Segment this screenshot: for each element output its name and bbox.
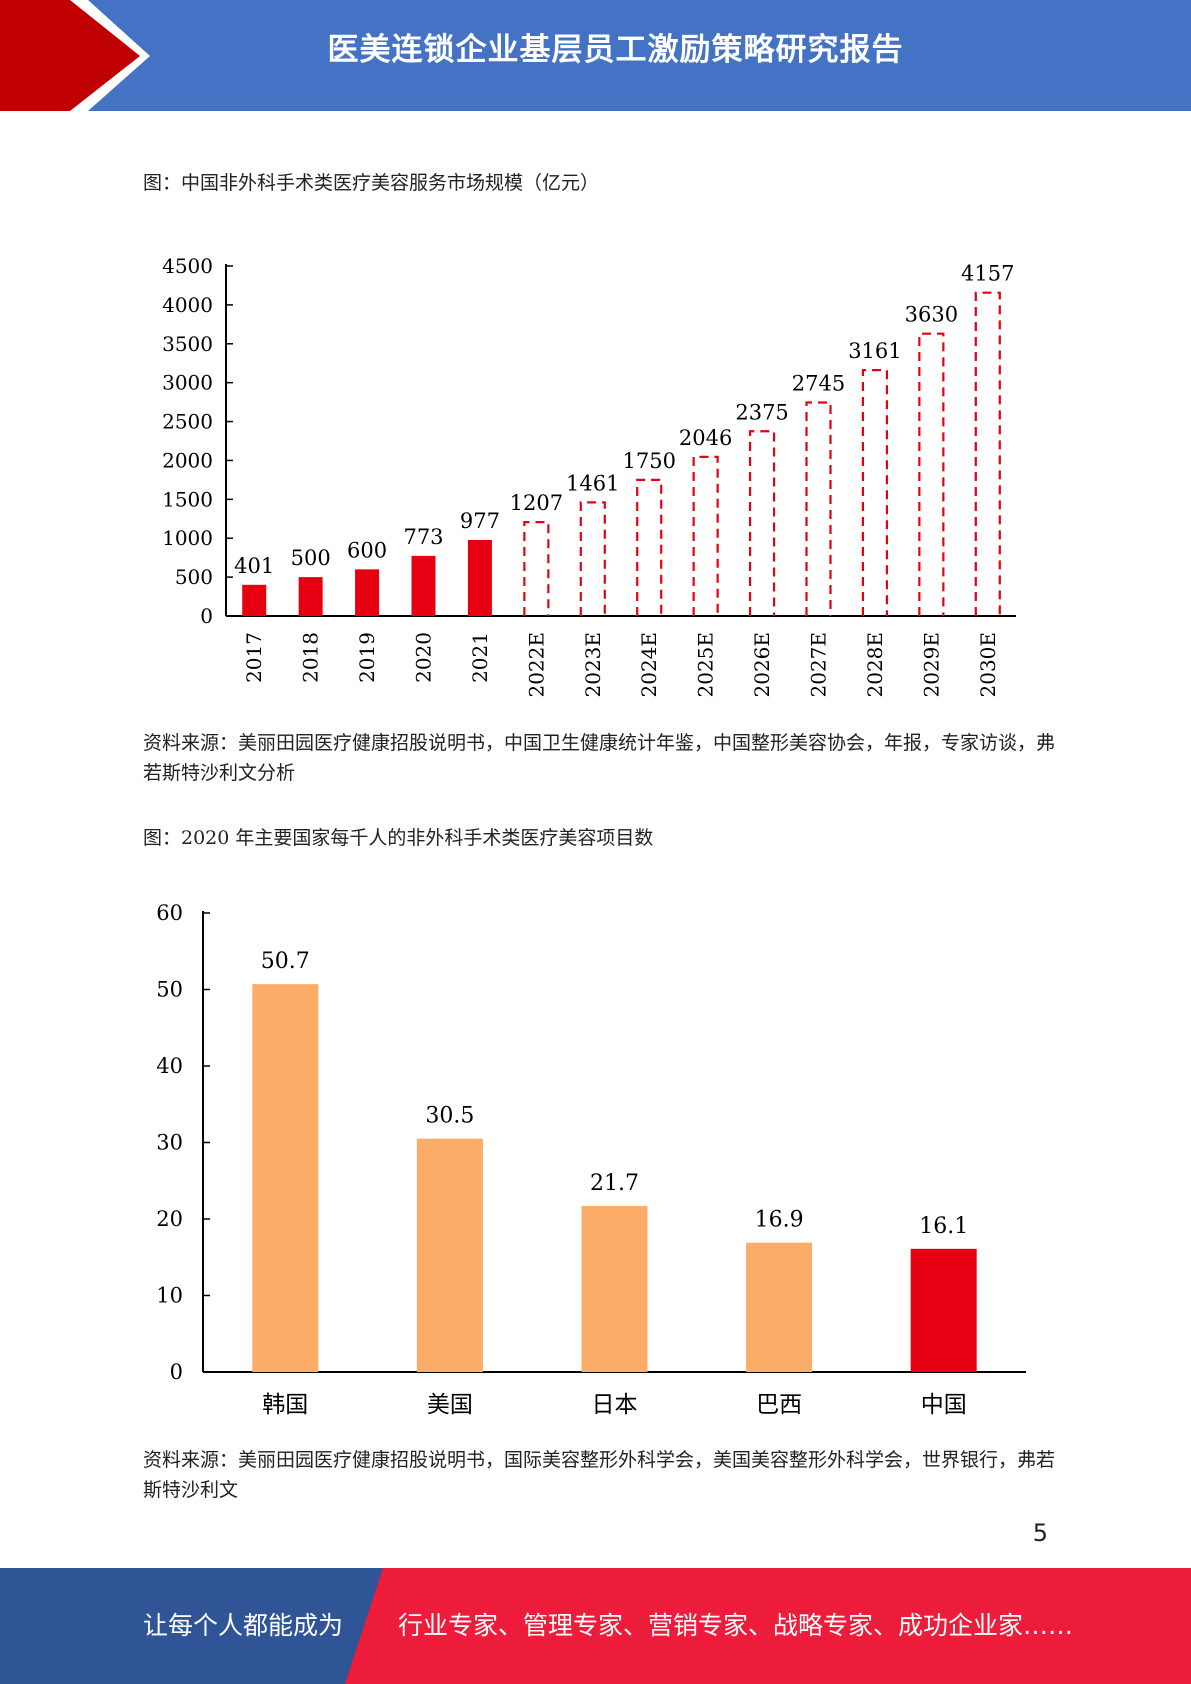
data-label-2018: 500 — [291, 546, 331, 570]
x-tick-label-2023E: 2023E — [581, 632, 605, 698]
x-tick-label-2028E: 2028E — [863, 632, 887, 698]
bar-2030E — [974, 291, 1001, 616]
data-label-2030E: 4157 — [961, 262, 1014, 286]
x-tick-label-2024E: 2024E — [637, 632, 661, 698]
data-label-2022E: 1207 — [510, 491, 563, 515]
x-tick-label-巴西: 巴西 — [756, 1392, 802, 1418]
bar-2025E — [692, 455, 719, 616]
y-tick-label: 4500 — [162, 254, 213, 278]
figure1-caption: 图：中国非外科手术类医疗美容服务市场规模（亿元） — [143, 172, 600, 194]
page-header: 医美连锁企业基层员工激励策略研究报告 — [0, 0, 1191, 111]
data-label-2021: 977 — [460, 509, 500, 533]
bar-2023E — [579, 501, 606, 616]
data-label-韩国: 50.7 — [261, 949, 310, 974]
data-label-2029E: 3630 — [905, 303, 958, 327]
data-label-2019: 600 — [347, 538, 387, 562]
data-label-美国: 30.5 — [425, 1104, 474, 1129]
per-thousand-procedures-chart: 0 10 20 30 40 50 60 50.7 韩国 30.5 美国 21.7 日本 16.9 巴西 16.… — [156, 901, 1026, 1418]
x-tick-label-2027E: 2027E — [807, 632, 831, 698]
footer-slogan-right: 行业专家、管理专家、营销专家、战略专家、成功企业家…… — [398, 1611, 1074, 1640]
data-label-2028E: 3161 — [848, 339, 901, 363]
bar-2028E — [861, 369, 889, 616]
bar-2026E — [748, 430, 776, 616]
y-tick-label: 1000 — [162, 526, 213, 550]
x-tick-label-2019: 2019 — [355, 632, 379, 683]
x-tick-label-2020: 2020 — [412, 632, 436, 683]
x-tick-label-2021: 2021 — [468, 632, 492, 683]
bar-中国 — [910, 1248, 977, 1372]
data-label-2017: 401 — [234, 554, 274, 578]
x-tick-label-日本: 日本 — [592, 1392, 638, 1418]
x-tick-label-2026E: 2026E — [750, 632, 774, 698]
y-tick-label: 30 — [156, 1131, 183, 1155]
y-tick-label: 10 — [156, 1284, 183, 1308]
x-tick-label-韩国: 韩国 — [262, 1392, 308, 1418]
y-tick-label: 2500 — [162, 410, 213, 434]
y-tick-label: 40 — [156, 1054, 183, 1078]
header-red-chevron — [0, 0, 140, 111]
bar-2018 — [298, 577, 323, 616]
bar-日本 — [581, 1205, 648, 1372]
bar-2020 — [411, 555, 436, 616]
bar-美国 — [416, 1138, 483, 1372]
page-title: 医美连锁企业基层员工激励策略研究报告 — [327, 32, 904, 68]
x-tick-label-2030E: 2030E — [976, 632, 1000, 698]
bar-韩国 — [252, 984, 319, 1372]
page-number: 5 — [1032, 1519, 1048, 1547]
header-banner-graphic — [0, 0, 1191, 111]
y-tick-label: 500 — [175, 565, 213, 589]
data-label-2025E: 2046 — [679, 426, 732, 450]
x-tick-label-美国: 美国 — [427, 1392, 473, 1418]
data-label-2024E: 1750 — [622, 449, 675, 473]
y-tick-label: 4000 — [162, 293, 213, 317]
bar-2024E — [636, 478, 663, 616]
data-label-2020: 773 — [403, 525, 443, 549]
x-tick-label-2025E: 2025E — [694, 632, 718, 698]
header-blue-band — [0, 0, 1191, 111]
footer-banner-graphic — [0, 1568, 1191, 1684]
bar-2019 — [355, 569, 380, 616]
page-footer: 让每个人都能成为 行业专家、管理专家、营销专家、战略专家、成功企业家…… — [0, 1568, 1191, 1684]
bar-2021 — [467, 540, 492, 616]
figure2-source: 资料来源：美丽田园医疗健康招股说明书，国际美容整形外科学会，美国美容整形外科学会… — [143, 1449, 1056, 1501]
data-label-中国: 16.1 — [919, 1214, 968, 1239]
y-tick-label: 3500 — [162, 332, 213, 356]
footer-slogan-left: 让每个人都能成为 — [143, 1611, 344, 1640]
data-label-日本: 21.7 — [590, 1171, 639, 1196]
market-size-chart: 0 500 1000 1500 2000 2500 3000 3500 4000 4500 401 2… — [162, 254, 1016, 698]
data-label-巴西: 16.9 — [755, 1208, 804, 1233]
y-tick-label: 20 — [156, 1207, 183, 1231]
y-tick-label: 1500 — [162, 487, 213, 511]
bar-巴西 — [746, 1242, 813, 1372]
data-label-2026E: 2375 — [735, 400, 788, 424]
y-tick-label: 50 — [156, 978, 183, 1002]
x-tick-label-2018: 2018 — [299, 632, 323, 683]
figure2-caption: 图：2020 年主要国家每千人的非外科手术类医疗美容项目数 — [143, 827, 654, 849]
x-tick-label-中国: 中国 — [921, 1392, 967, 1418]
bar-2029E — [918, 332, 945, 616]
x-tick-label-2029E: 2029E — [919, 632, 943, 698]
x-tick-label-2022E: 2022E — [524, 632, 548, 698]
x-tick-label-2017: 2017 — [242, 632, 266, 683]
footer-blue-band — [0, 1568, 383, 1684]
bar-2017 — [242, 584, 267, 616]
y-tick-label: 2000 — [162, 448, 213, 472]
y-tick-label: 0 — [170, 1360, 183, 1384]
bar-2022E — [523, 521, 550, 616]
y-tick-label: 0 — [200, 604, 213, 628]
y-tick-label: 60 — [156, 901, 183, 925]
bar-2027E — [805, 401, 832, 616]
data-label-2023E: 1461 — [566, 471, 619, 495]
y-tick-label: 3000 — [162, 371, 213, 395]
data-label-2027E: 2745 — [792, 372, 845, 396]
figure1-source: 资料来源：美丽田园医疗健康招股说明书，中国卫生健康统计年鉴，中国整形美容协会，年… — [143, 732, 1056, 784]
